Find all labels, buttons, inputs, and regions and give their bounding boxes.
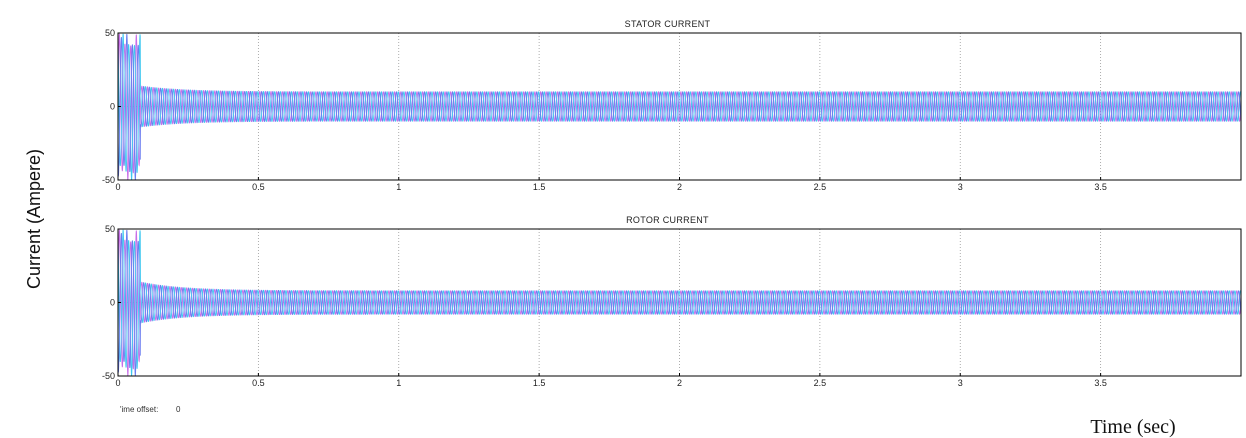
y-tick-label: 50 — [105, 28, 115, 38]
series-line-phase-2 — [118, 229, 1241, 376]
plot-title: STATOR CURRENT — [625, 19, 711, 29]
x-tick-label: 1 — [396, 182, 401, 192]
series-line-phase-3 — [118, 33, 1241, 180]
x-axis-label: Time (sec) — [1090, 416, 1175, 438]
x-tick-label: 1.5 — [533, 182, 546, 192]
y-tick-label: 0 — [110, 102, 115, 112]
x-tick-label: 2.5 — [814, 378, 827, 388]
series-line-phase-3 — [118, 229, 1241, 376]
x-tick-label: 1.5 — [533, 378, 546, 388]
x-tick-label: 3.5 — [1094, 378, 1107, 388]
x-tick-label: 0.5 — [252, 182, 265, 192]
y-axis-label: Current (Ampere) — [24, 149, 44, 289]
x-tick-label: 0 — [115, 378, 120, 388]
plot-title: ROTOR CURRENT — [626, 215, 709, 225]
x-tick-label: 0 — [115, 182, 120, 192]
x-tick-label: 3.5 — [1094, 182, 1107, 192]
time-offset-label: 'ime offset: — [120, 405, 158, 414]
x-tick-label: 0.5 — [252, 378, 265, 388]
x-tick-label: 1 — [396, 378, 401, 388]
time-offset-value: 0 — [176, 405, 181, 414]
x-tick-label: 2 — [677, 182, 682, 192]
series-line-phase-1 — [118, 33, 1241, 180]
x-tick-label: 3 — [958, 378, 963, 388]
series-line-phase-1 — [118, 229, 1241, 376]
x-tick-label: 2.5 — [814, 182, 827, 192]
series-line-phase-2 — [118, 33, 1241, 180]
x-tick-label: 3 — [958, 182, 963, 192]
x-tick-label: 2 — [677, 378, 682, 388]
y-tick-label: 50 — [105, 224, 115, 234]
y-tick-label: 0 — [110, 298, 115, 308]
y-tick-label: -50 — [102, 175, 115, 185]
y-tick-label: -50 — [102, 371, 115, 381]
